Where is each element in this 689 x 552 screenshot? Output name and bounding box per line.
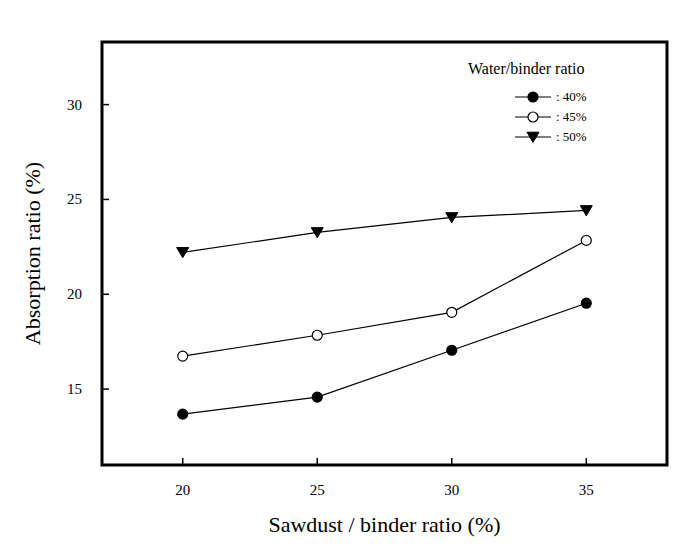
x-tick-label: 30 [444,482,459,498]
plot-frame [102,42,667,465]
data-point [312,392,322,402]
data-point [447,345,457,355]
series-line [183,303,587,414]
y-axis-label: Absorption ratio (%) [20,162,45,345]
data-group [177,206,593,420]
legend-title: Water/binder ratio [468,60,584,77]
data-point [447,307,457,317]
legend-label: : 50% [556,129,587,144]
y-tick-label: 25 [67,191,82,207]
series-line [183,210,587,252]
data-point [581,235,591,245]
series-line [183,240,587,356]
legend-marker [528,112,538,122]
y-tick-label: 30 [67,97,82,113]
data-point [446,213,458,223]
data-point [178,409,188,419]
legend-label: : 40% [556,89,587,104]
x-axis-label: Sawdust / binder ratio (%) [268,512,500,537]
x-tick-label: 35 [579,482,594,498]
legend-marker [527,132,539,142]
legend: Water/binder ratio : 40% : 45% : 50% [468,60,587,144]
y-tick-label: 20 [67,286,82,302]
data-point [178,351,188,361]
y-tick-label: 15 [67,381,82,397]
data-point [580,206,592,216]
legend-label: : 45% [556,109,587,124]
x-tick-label: 20 [175,482,190,498]
data-point [311,228,323,238]
chart: 20 25 30 35 15 20 25 30 Sawdust / binder ratio (… [0,0,689,552]
legend-marker [528,92,538,102]
data-point [581,298,591,308]
x-tick-label: 25 [310,482,325,498]
data-point [177,248,189,258]
data-point [312,330,322,340]
